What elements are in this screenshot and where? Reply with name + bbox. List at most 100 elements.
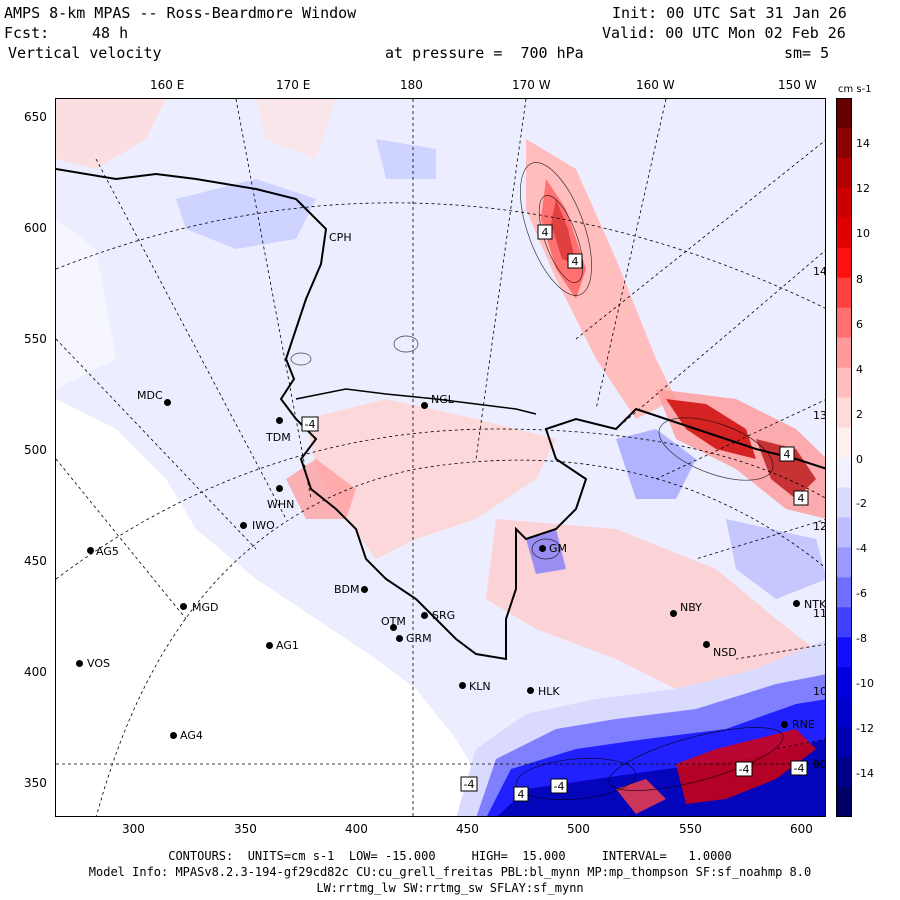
- station-marker: [76, 660, 83, 667]
- colorbar-swatch: [836, 637, 852, 668]
- station-marker: [539, 545, 546, 552]
- station-marker: [276, 485, 283, 492]
- colorbar-swatch: [836, 98, 852, 129]
- contour-info: CONTOURS: UNITS=cm s-1 LOW= -15.000 HIGH…: [168, 849, 732, 863]
- station-marker: [240, 522, 247, 529]
- station-marker: [164, 399, 171, 406]
- bottom-axis-tick: 350: [234, 822, 257, 836]
- station-marker: [390, 624, 397, 631]
- top-axis-tick: 180: [400, 78, 423, 92]
- left-axis-tick: 450: [24, 554, 47, 568]
- colorbar-tick: -10: [856, 677, 874, 690]
- station-marker: [703, 641, 710, 648]
- colorbar-tick: 10: [856, 227, 870, 240]
- station-marker: [527, 687, 534, 694]
- station-label: AG5: [96, 545, 119, 558]
- vertical-velocity-field: 4 4 -4 4 4 -4 -4 4 -4 -4: [56, 99, 825, 816]
- contour-label: -4: [305, 418, 316, 431]
- station-marker: [421, 402, 428, 409]
- station-marker: [396, 635, 403, 642]
- colorbar-tick: 4: [856, 363, 863, 376]
- station-label: GRM: [406, 632, 432, 645]
- colorbar-tick: 8: [856, 273, 863, 286]
- station-label: NSD: [713, 646, 737, 659]
- left-axis-tick: 400: [24, 665, 47, 679]
- map-panel[interactable]: 4 4 -4 4 4 -4 -4 4 -4 -4 140 W 130 W 120…: [55, 98, 826, 817]
- colorbar-swatch: [836, 187, 852, 219]
- plot-title: AMPS 8-km MPAS -- Ross-Beardmore Window: [4, 4, 357, 22]
- contour-label: 4: [798, 492, 805, 505]
- station-label: KLN: [469, 680, 491, 693]
- top-axis-tick: 150 W: [778, 78, 817, 92]
- colorbar-swatch: [836, 307, 852, 339]
- colorbar: [836, 98, 852, 817]
- colorbar-swatch: [836, 487, 852, 518]
- station-label: GM: [549, 542, 568, 555]
- station-label: AG1: [276, 639, 299, 652]
- station-label: NGL: [431, 393, 454, 406]
- top-axis-tick: 160 E: [150, 78, 185, 92]
- left-axis-tick: 600: [24, 221, 47, 235]
- colorbar-tick: 6: [856, 318, 863, 331]
- colorbar-swatch: [836, 397, 852, 429]
- colorbar-swatch: [836, 727, 852, 758]
- colorbar-tick: 0: [856, 453, 863, 466]
- colorbar-swatch: [836, 547, 852, 578]
- colorbar-border: [836, 98, 852, 817]
- bottom-axis-tick: 550: [679, 822, 702, 836]
- station-label: OTM: [381, 615, 406, 628]
- station-marker: [276, 417, 283, 424]
- meridian-label: 100 W: [813, 685, 825, 698]
- bottom-axis-tick: 450: [456, 822, 479, 836]
- model-info: Model Info: MPASv8.2.3-194-gf29cd82c CU:…: [88, 865, 812, 879]
- contour-label: -4: [739, 763, 750, 776]
- top-axis-tick: 170 E: [276, 78, 311, 92]
- colorbar-tick: -12: [856, 722, 874, 735]
- colorbar-swatch: [836, 607, 852, 638]
- colorbar-tick: -4: [856, 542, 867, 555]
- colorbar-swatch: [836, 337, 852, 369]
- colorbar-tick: -2: [856, 497, 867, 510]
- top-axis-tick: 170 W: [512, 78, 551, 92]
- left-axis-tick: 350: [24, 776, 47, 790]
- station-marker: [670, 610, 677, 617]
- station-label: AG4: [180, 729, 203, 742]
- colorbar-swatch: [836, 787, 852, 817]
- meridian-label: 130 W: [813, 409, 825, 422]
- meridian-label: 90 W: [813, 758, 826, 771]
- station-label: IWO: [252, 519, 275, 532]
- contour-label: 4: [572, 255, 579, 268]
- station-label: MGD: [192, 601, 219, 614]
- colorbar-swatch: [836, 757, 852, 788]
- left-axis-tick: 500: [24, 443, 47, 457]
- meridian-label: 120 W: [813, 520, 825, 533]
- contour-label: -4: [794, 762, 805, 775]
- station-marker: [87, 547, 94, 554]
- station-label: NTK: [804, 598, 826, 611]
- colorbar-tick: -8: [856, 632, 867, 645]
- colorbar-swatch: [836, 367, 852, 399]
- colorbar-swatch: [836, 427, 852, 458]
- station-marker: [421, 612, 428, 619]
- colorbar-swatch: [836, 517, 852, 548]
- station-label: CPH: [329, 231, 352, 244]
- contour-label: -4: [464, 778, 475, 791]
- colorbar-swatch: [836, 217, 852, 249]
- station-label: MDC: [137, 389, 163, 402]
- colorbar-tick: 12: [856, 182, 870, 195]
- model-info-physics: LW:rrtmg_lw SW:rrtmg_sw SFLAY:sf_mynn: [316, 881, 584, 895]
- valid-time: Valid: 00 UTC Mon 02 Feb 26: [602, 24, 846, 42]
- colorbar-swatch: [836, 247, 852, 279]
- forecast-label: Fcst:: [4, 24, 50, 42]
- station-marker: [781, 721, 788, 728]
- station-label: SRG: [432, 609, 456, 622]
- station-marker: [361, 586, 368, 593]
- colorbar-tick: 14: [856, 137, 870, 150]
- station-label: WHN: [267, 498, 295, 511]
- left-axis-tick: 550: [24, 332, 47, 346]
- colorbar-swatch: [836, 127, 852, 159]
- field-name: Vertical velocity: [8, 44, 162, 62]
- station-marker: [180, 603, 187, 610]
- smoothing: sm= 5: [784, 44, 830, 62]
- bottom-axis-tick: 500: [567, 822, 590, 836]
